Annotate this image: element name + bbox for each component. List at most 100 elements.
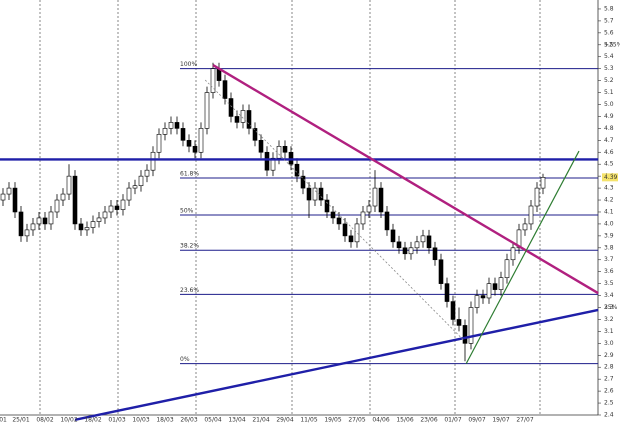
- y-tick-label: 2.6: [604, 388, 614, 395]
- x-tick-label: 19/07: [492, 417, 509, 424]
- y-tick-label: 4.0: [604, 220, 614, 227]
- candle-body: [408, 247, 414, 255]
- candle-body: [390, 229, 396, 243]
- x-tick-label: 08/02: [36, 417, 53, 424]
- candle-body: [240, 110, 246, 123]
- candle-body: [456, 319, 462, 326]
- y-tick-label: 3.9: [604, 232, 614, 239]
- y-tick-label: 5.8: [604, 5, 614, 12]
- trendline: [212, 64, 599, 295]
- candle-body: [204, 92, 210, 129]
- candle-body: [48, 211, 54, 225]
- candle-body: [144, 169, 150, 177]
- candle-body: [336, 217, 342, 225]
- candle-body: [282, 145, 288, 153]
- x-tick-label: 18/02: [84, 417, 101, 424]
- y-tick-label: 3.1: [604, 328, 614, 335]
- x-tick-label: 21/04: [252, 417, 269, 424]
- candle-body: [162, 128, 168, 135]
- fib-label: 38.2%: [180, 243, 199, 250]
- candle-body: [300, 175, 306, 189]
- candle-body: [12, 187, 18, 213]
- candle-body: [432, 247, 438, 261]
- candle-body: [276, 145, 282, 159]
- x-tick-label: 13/04: [228, 417, 245, 424]
- candle-body: [192, 145, 198, 153]
- x-tick-label: 23/06: [420, 417, 437, 424]
- candle-body: [264, 151, 270, 171]
- candle-body: [396, 241, 402, 249]
- x-tick-label: 11/05: [300, 417, 317, 424]
- candle-body: [228, 98, 234, 117]
- trendline: [74, 308, 599, 421]
- candle-body: [330, 211, 336, 219]
- x-tick-label: 04/06: [372, 417, 389, 424]
- candle-body: [30, 223, 36, 231]
- y-tick-label: 5.0: [604, 101, 614, 108]
- y-tick-label: 5.5: [604, 41, 614, 48]
- candle-body: [36, 217, 42, 225]
- candle-body: [120, 199, 126, 210]
- candle-body: [108, 205, 114, 213]
- candle-body: [528, 205, 534, 225]
- candle-body: [438, 259, 444, 284]
- fib-label: 23.6%: [180, 287, 199, 294]
- candle-body: [186, 140, 192, 147]
- y-tick-label: 5.4: [604, 53, 614, 60]
- candle-body: [360, 211, 366, 225]
- y-tick-label: 5.6: [604, 29, 614, 36]
- x-tick-label: 27/05: [348, 417, 365, 424]
- candle-body: [66, 175, 72, 195]
- candle-body: [6, 187, 12, 195]
- candle-body: [324, 199, 330, 213]
- y-tick-label: 3.4: [604, 292, 614, 299]
- candle-body: [246, 110, 252, 129]
- candle-body: [294, 163, 300, 177]
- candle-body: [138, 175, 144, 187]
- y-tick-label: 4.5: [604, 161, 614, 168]
- x-tick-label: 18/03: [156, 417, 173, 424]
- candle-body: [426, 235, 432, 249]
- x-tick-label: 05/04: [204, 417, 221, 424]
- candle-body: [90, 221, 96, 228]
- y-tick-label: 3.7: [604, 256, 614, 263]
- candle-body: [114, 205, 120, 210]
- candle-body: [18, 211, 24, 237]
- candle-body: [318, 187, 324, 201]
- y-tick-label: 3.8: [604, 244, 614, 251]
- candle-body: [348, 235, 354, 243]
- candle-body: [480, 295, 486, 299]
- candle-body: [516, 229, 522, 249]
- y-tick-label: 2.5: [604, 400, 614, 407]
- candle-body: [168, 122, 174, 129]
- candle-body: [378, 187, 384, 213]
- candle-body: [258, 140, 264, 153]
- y-tick-label: 4.2: [604, 197, 614, 204]
- x-tick-label: 01: [0, 417, 7, 424]
- x-tick-label: 27/07: [516, 417, 533, 424]
- candle-body: [420, 235, 426, 243]
- y-tick-label: 3.2: [604, 316, 614, 323]
- y-tick-label: 4.8: [604, 125, 614, 132]
- candle-body: [450, 301, 456, 320]
- candle-body: [156, 134, 162, 153]
- candle-body: [60, 193, 66, 201]
- candle-body: [126, 187, 132, 201]
- trendline: [465, 150, 580, 364]
- candle-body: [306, 187, 312, 201]
- candle-body: [384, 211, 390, 231]
- candle-body: [312, 187, 318, 201]
- y-tick-label: 4.7: [604, 137, 614, 144]
- candle-body: [102, 211, 108, 219]
- fib-label: 61.8%: [180, 170, 199, 177]
- x-tick-label: 01/03: [108, 417, 125, 424]
- y-tick-label: 2.9: [604, 352, 614, 359]
- candle-body: [504, 259, 510, 278]
- y-tick-label: 3.0: [604, 340, 614, 347]
- candle-body: [0, 193, 6, 201]
- candle-body: [180, 128, 186, 141]
- price-highlight: [602, 173, 618, 182]
- y-tick-label: 5.1: [604, 89, 614, 96]
